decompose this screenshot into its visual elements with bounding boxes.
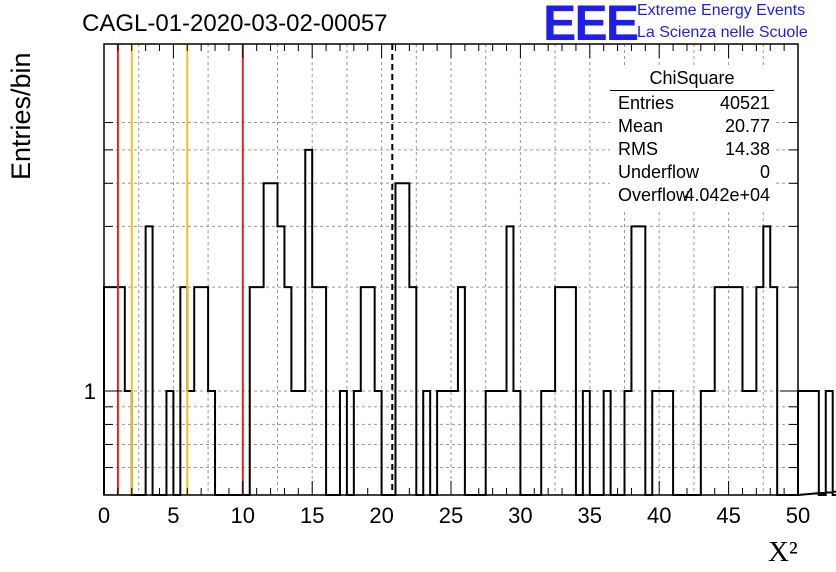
x-tick-label: 40 bbox=[647, 503, 671, 528]
x-tick-label: 0 bbox=[98, 503, 110, 528]
stats-box-title: ChiSquare bbox=[610, 66, 774, 91]
stats-key: RMS bbox=[618, 139, 658, 159]
stats-key: Overflow bbox=[618, 185, 690, 205]
stats-key: Underflow bbox=[618, 162, 700, 182]
x-tick-label: 10 bbox=[231, 503, 255, 528]
x-tick-label: 20 bbox=[369, 503, 393, 528]
stats-row-underflow: Underflow 0 bbox=[618, 161, 770, 184]
logo-line-2: La Scienza nelle Scuole bbox=[637, 24, 808, 41]
x-tick-label: 35 bbox=[578, 503, 602, 528]
stats-value: 20.77 bbox=[724, 116, 770, 136]
stats-row-mean: Mean 20.77 bbox=[618, 115, 770, 138]
x-tick-label: 30 bbox=[508, 503, 532, 528]
x-tick-label: 15 bbox=[300, 503, 324, 528]
stats-key: Entries bbox=[618, 93, 675, 113]
x-tick-label: 45 bbox=[716, 503, 740, 528]
stats-row-entries: Entries 40521 bbox=[618, 92, 770, 115]
stats-value: 14.38 bbox=[724, 139, 770, 159]
x-tick-label: 5 bbox=[167, 503, 179, 528]
x-tick-label: 25 bbox=[439, 503, 463, 528]
chart-title: CAGL-01-2020-03-02-00057 bbox=[82, 10, 388, 37]
stats-value: 4.042e+04 bbox=[684, 185, 770, 205]
stats-box: ChiSquare Entries 40521 Mean 20.77 RMS 1… bbox=[610, 66, 774, 210]
stats-row-overflow: Overflow 4.042e+04 bbox=[618, 184, 770, 207]
y-tick-label: 1 bbox=[84, 379, 96, 404]
eee-logo-mark: EEE bbox=[543, 0, 639, 51]
stats-value: 0 bbox=[759, 162, 770, 182]
stats-value: 40521 bbox=[719, 93, 770, 113]
x-axis-label: X² bbox=[768, 536, 798, 568]
stats-row-rms: RMS 14.38 bbox=[618, 138, 770, 161]
logo-line-1: Extreme Energy Events bbox=[637, 2, 806, 19]
histogram-steps bbox=[103, 148, 836, 496]
stats-key: Mean bbox=[618, 116, 664, 136]
y-axis-label: Entries/bin bbox=[6, 52, 36, 180]
x-tick-label: 50 bbox=[786, 503, 810, 528]
